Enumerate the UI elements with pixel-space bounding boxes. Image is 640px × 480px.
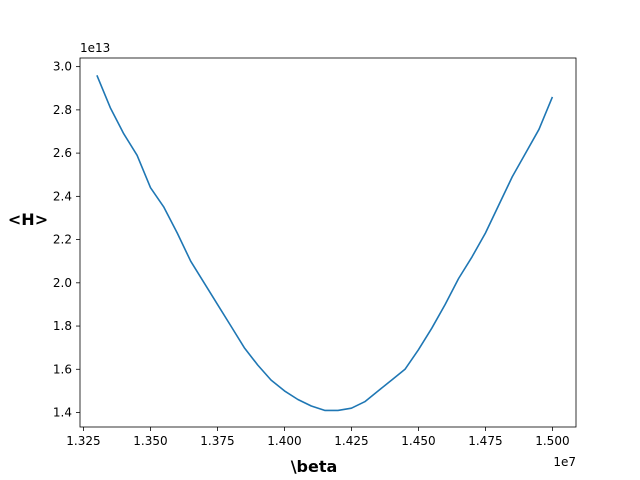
x-axis-ticks: 1.325 1.350 1.375 1.400 1.425 1.450 1.475 1.500 [66, 427, 570, 448]
x-tick-label: 1.475 [468, 434, 502, 448]
y-tick-label: 2.0 [53, 276, 72, 290]
plot-frame [79, 57, 577, 428]
y-tick-label: 2.2 [53, 233, 72, 247]
y-offset-label: 1e13 [80, 41, 110, 55]
x-tick-label: 1.500 [535, 434, 569, 448]
x-axis-label: \beta [291, 457, 338, 476]
y-axis-label: <H> [8, 210, 48, 229]
y-tick-label: 1.6 [53, 362, 72, 376]
x-tick-label: 1.425 [334, 434, 368, 448]
plot-area [80, 58, 576, 427]
x-tick-label: 1.375 [200, 434, 234, 448]
x-tick-label: 1.350 [133, 434, 167, 448]
x-offset-label: 1e7 [553, 455, 576, 469]
y-tick-label: 1.8 [53, 319, 72, 333]
x-tick-label: 1.400 [267, 434, 301, 448]
y-tick-label: 1.4 [53, 406, 72, 420]
y-tick-label: 2.8 [53, 103, 72, 117]
series-line [96, 74, 554, 412]
y-tick-label: 2.6 [53, 146, 72, 160]
y-tick-label: 2.4 [53, 189, 72, 203]
y-axis-ticks: 1.4 1.6 1.8 2.0 2.2 2.4 2.6 2.8 3.0 [53, 60, 80, 420]
x-tick-label: 1.450 [401, 434, 435, 448]
y-tick-label: 3.0 [53, 60, 72, 74]
x-tick-label: 1.325 [66, 434, 100, 448]
